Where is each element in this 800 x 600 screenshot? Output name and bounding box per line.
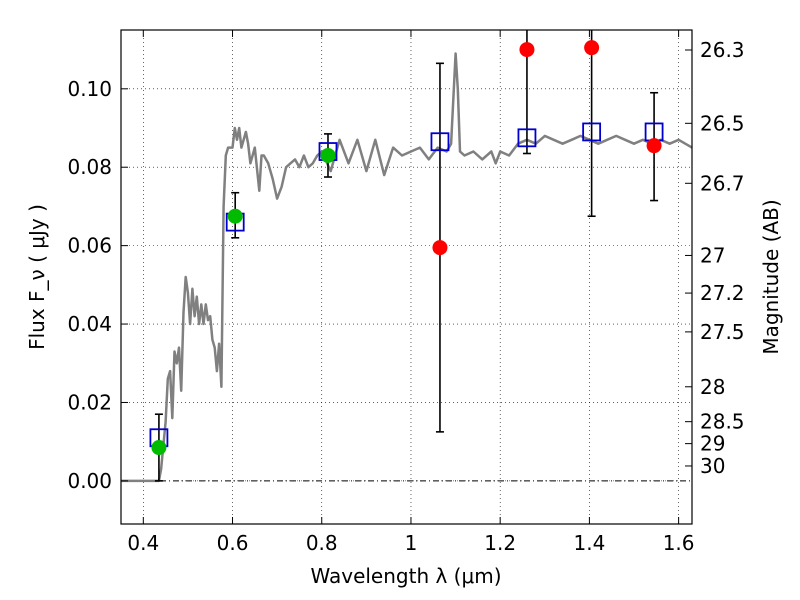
model-photometry-point (517, 128, 537, 148)
observed-photometry-point (584, 40, 600, 56)
magnitude-tick-label: 26.5 (700, 111, 745, 135)
y-tick-label: 0.06 (67, 234, 112, 258)
magnitude-tick-label: 27.5 (700, 320, 745, 344)
magnitude-tick-label: 28 (700, 375, 725, 399)
y-tick-label: 0.00 (67, 469, 112, 493)
observed-photometry-point (320, 147, 336, 163)
magnitude-tick-label: 26.3 (700, 38, 745, 62)
x-axis-title: Wavelength λ (μm) (310, 564, 501, 588)
x-axis: 0.4 0.6 0.8 1 1.2 1.4 1.6 (127, 30, 695, 555)
magnitude-tick-label: 30 (700, 454, 725, 478)
plot-frame (120, 29, 693, 525)
x-tick-label: 0.8 (306, 531, 338, 555)
observed-photometry-point (646, 138, 662, 154)
y-axis-title-text: Flux F_ν ( μJy ) (25, 204, 49, 350)
x-tick-label: 1.4 (573, 531, 605, 555)
y-axis-title: Flux F_ν ( μJy ) (25, 204, 49, 350)
x-tick-label: 0.6 (217, 531, 249, 555)
y-axis: 0.00 0.02 0.04 0.06 0.08 0.10 (67, 77, 128, 493)
model-photometry-point (430, 132, 450, 152)
observed-photometry-layer (151, 40, 662, 456)
observed-photometry-point (519, 42, 535, 58)
y-tick-label: 0.10 (67, 77, 112, 101)
magnitude-tick-label: 27.2 (700, 281, 745, 305)
x-tick-label: 0.4 (127, 531, 159, 555)
magnitude-tick-label: 28.5 (700, 410, 745, 434)
model-photometry-point (582, 122, 602, 142)
x-tick-label: 1.6 (663, 531, 695, 555)
observed-photometry-point (432, 240, 448, 256)
x-tick-label: 1.2 (484, 531, 516, 555)
y-tick-label: 0.08 (67, 155, 112, 179)
observed-photometry-point (227, 208, 243, 224)
observed-photometry-point (151, 440, 167, 456)
y-tick-label: 0.02 (67, 390, 112, 414)
magnitude-tick-label: 27 (700, 243, 725, 267)
magnitude-tick-label: 29 (700, 432, 725, 456)
magnitude-tick-label: 26.7 (700, 171, 745, 195)
y-tick-label: 0.04 (67, 312, 112, 336)
x-tick-label: 1 (405, 531, 418, 555)
magnitude-axis-title: Magnitude (AB) (759, 199, 783, 354)
